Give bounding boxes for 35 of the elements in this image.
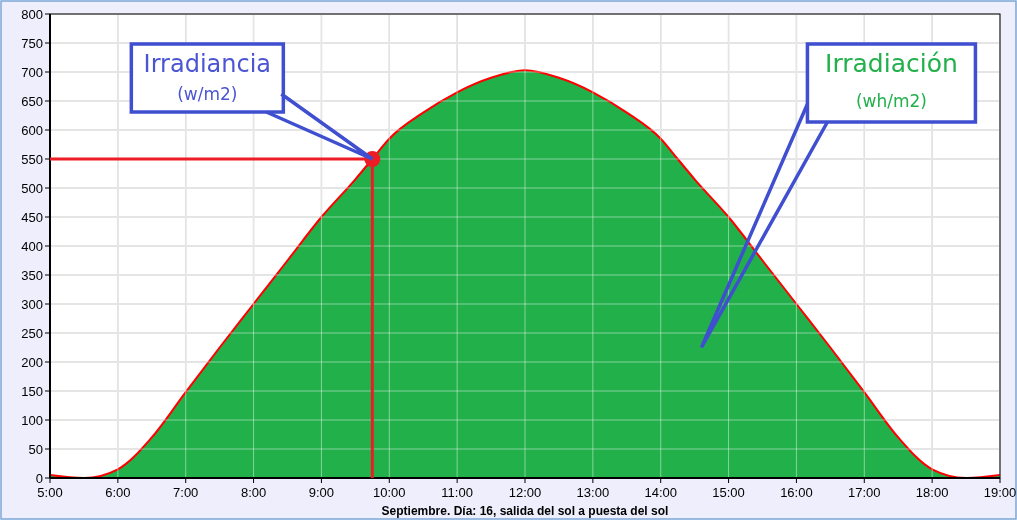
y-tick-label: 800 <box>21 6 43 22</box>
y-tick-label: 100 <box>21 412 43 428</box>
y-tick-label: 650 <box>21 93 43 109</box>
y-tick-label: 350 <box>21 267 43 283</box>
x-tick-label: 7:00 <box>173 485 199 500</box>
x-tick-label: 19:00 <box>983 485 1017 500</box>
x-tick-label: 16:00 <box>780 485 813 500</box>
y-tick-label: 200 <box>21 354 43 370</box>
annotation: Irradiancia (w/m2) <box>143 50 272 104</box>
y-tick-label: 600 <box>21 122 43 138</box>
y-tick-label: 50 <box>28 441 43 457</box>
x-tick-label: 5:00 <box>37 485 63 500</box>
x-tick-label: 8:00 <box>240 485 267 500</box>
y-tick-label: 750 <box>21 35 43 51</box>
y-tick-label: 550 <box>21 151 43 167</box>
x-tick-label: 17:00 <box>848 485 881 500</box>
x-tick-label: 11:00 <box>441 485 473 500</box>
x-tick-label: 15:00 <box>712 485 745 500</box>
y-tick-label: 400 <box>21 238 43 254</box>
y-tick-label: 500 <box>21 180 43 196</box>
x-tick-label: 14:00 <box>644 485 677 500</box>
x-tick-label: 9:00 <box>308 485 335 500</box>
y-tick-label: 700 <box>21 64 43 80</box>
y-tick-label: 450 <box>21 209 43 225</box>
x-axis-title: Septiembre. Día: 16, salida del sol a puesta del sol <box>381 504 669 518</box>
x-tick-label: 6:00 <box>105 485 131 500</box>
x-tick-label: 13:00 <box>576 485 610 500</box>
y-tick-label: 300 <box>21 296 43 312</box>
x-tick-label: 12:00 <box>508 485 542 500</box>
y-tick-label: 250 <box>21 325 43 341</box>
x-tick-label: 10:00 <box>373 485 406 500</box>
y-tick-label: 150 <box>21 383 43 399</box>
annotation: Irradiación (wh/m2) <box>825 49 958 111</box>
x-tick-label: 18:00 <box>915 485 949 500</box>
y-tick-label: 0 <box>35 470 43 486</box>
